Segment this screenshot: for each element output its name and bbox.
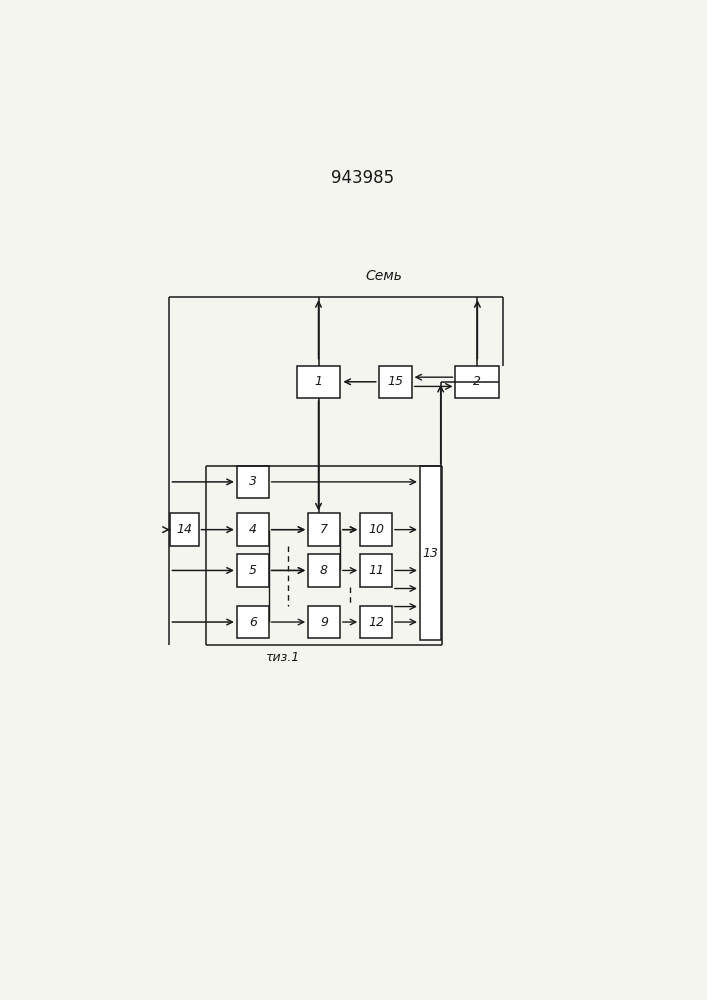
Text: 13: 13 <box>422 547 438 560</box>
Text: 943985: 943985 <box>331 169 394 187</box>
Text: 4: 4 <box>249 523 257 536</box>
Text: τиз.1: τиз.1 <box>266 651 300 664</box>
Text: 8: 8 <box>320 564 328 577</box>
FancyBboxPatch shape <box>360 606 392 638</box>
Text: 12: 12 <box>368 616 384 629</box>
Text: 14: 14 <box>176 523 192 536</box>
FancyBboxPatch shape <box>360 513 392 546</box>
FancyBboxPatch shape <box>237 466 269 498</box>
Text: 9: 9 <box>320 616 328 629</box>
Text: 7: 7 <box>320 523 328 536</box>
Text: 3: 3 <box>249 475 257 488</box>
Text: 10: 10 <box>368 523 384 536</box>
Text: 1: 1 <box>315 375 322 388</box>
FancyBboxPatch shape <box>237 606 269 638</box>
FancyBboxPatch shape <box>170 513 199 546</box>
FancyBboxPatch shape <box>308 606 340 638</box>
Text: 6: 6 <box>249 616 257 629</box>
FancyBboxPatch shape <box>360 554 392 587</box>
FancyBboxPatch shape <box>308 554 340 587</box>
Text: Ceмь: Ceмь <box>366 269 403 283</box>
FancyBboxPatch shape <box>455 366 499 398</box>
Text: 2: 2 <box>474 375 481 388</box>
FancyBboxPatch shape <box>237 554 269 587</box>
FancyBboxPatch shape <box>308 513 340 546</box>
FancyBboxPatch shape <box>237 513 269 546</box>
FancyBboxPatch shape <box>420 466 440 640</box>
FancyBboxPatch shape <box>379 366 411 398</box>
Text: 15: 15 <box>387 375 403 388</box>
Text: 5: 5 <box>249 564 257 577</box>
FancyBboxPatch shape <box>297 366 341 398</box>
Text: 11: 11 <box>368 564 384 577</box>
